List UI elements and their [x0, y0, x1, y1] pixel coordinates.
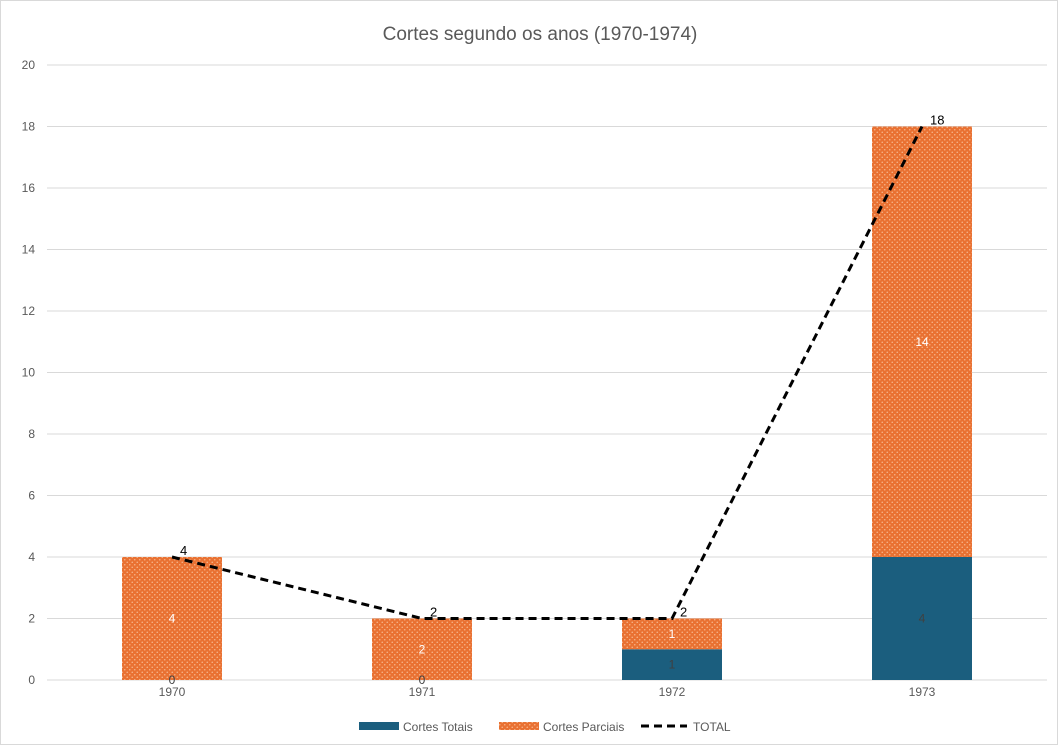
- y-tick-label: 0: [28, 673, 35, 687]
- y-tick-label: 4: [28, 550, 35, 564]
- legend: Cortes Totais Cortes Parciais TOTAL: [359, 720, 731, 734]
- data-label-cortes-parciais: 1: [669, 627, 676, 641]
- bar-cortes-parciais: [872, 126, 972, 557]
- legend-label-cortes-totais: Cortes Totais: [403, 720, 473, 734]
- chart-title: Cortes segundo os anos (1970-1974): [383, 24, 698, 45]
- bar-cortes-totais: [622, 649, 722, 680]
- legend-label-total: TOTAL: [693, 720, 731, 734]
- legend-swatch-cortes-totais: [359, 722, 399, 730]
- total-line: 4 2 2 18: [171, 113, 944, 620]
- x-tick-label: 1970: [159, 685, 186, 699]
- y-tick-label: 6: [28, 489, 35, 503]
- data-label-cortes-parciais: 4: [169, 612, 176, 626]
- data-label-cortes-parciais: 2: [419, 642, 426, 656]
- bar-cortes-totais: [872, 557, 972, 680]
- x-tick-label: 1973: [909, 685, 936, 699]
- data-label-cortes-totais: 0: [169, 673, 176, 687]
- x-axis-ticks: 1970 1971 1972 1973: [159, 685, 936, 699]
- y-tick-label: 12: [22, 304, 36, 318]
- data-label-total: 18: [930, 113, 944, 128]
- y-axis-ticks: 0 2 4 6 8 10 12 14 16 18 20: [22, 58, 36, 687]
- y-tick-label: 20: [22, 58, 36, 72]
- y-tick-label: 16: [22, 181, 36, 195]
- total-line-path: [171, 125, 924, 620]
- y-tick-label: 10: [22, 366, 36, 380]
- y-tick-label: 14: [22, 243, 36, 257]
- legend-swatch-cortes-parciais: [499, 722, 539, 730]
- x-tick-label: 1972: [659, 685, 686, 699]
- x-tick-label: 1971: [409, 685, 436, 699]
- bar-cortes-parciais: [372, 618, 472, 680]
- bar-cortes-parciais: [622, 618, 722, 650]
- legend-label-cortes-parciais: Cortes Parciais: [543, 720, 624, 734]
- data-label-total: 2: [430, 605, 437, 620]
- y-tick-label: 8: [28, 427, 35, 441]
- data-label-total: 2: [680, 605, 687, 620]
- y-tick-label: 2: [28, 612, 35, 626]
- y-tick-label: 18: [22, 120, 36, 134]
- data-label-cortes-parciais: 14: [915, 335, 929, 349]
- data-label-total: 4: [180, 543, 187, 558]
- bar-cortes-parciais: [122, 557, 222, 680]
- data-label-cortes-totais: 1: [669, 658, 676, 672]
- data-label-cortes-totais: 0: [419, 673, 426, 687]
- data-label-cortes-totais: 4: [919, 612, 926, 626]
